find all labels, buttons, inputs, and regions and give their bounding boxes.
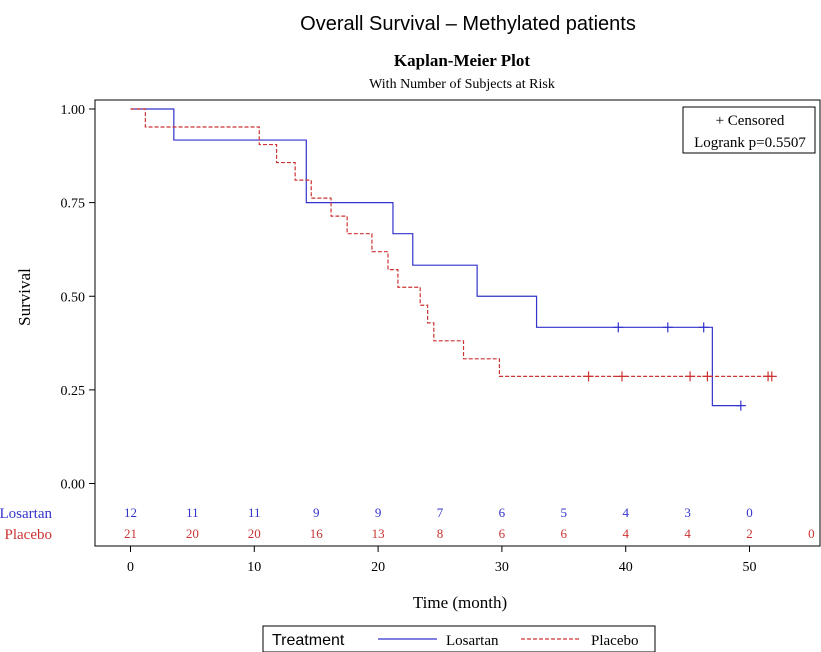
risk-count-losartan: 6 <box>499 505 506 520</box>
risk-row-label-placebo: Placebo <box>5 527 52 543</box>
plot-frame <box>94 99 821 547</box>
risk-count-losartan: 0 <box>746 505 753 520</box>
censor-mark-losartan <box>698 322 709 333</box>
risk-count-placebo: 20 <box>248 526 261 541</box>
chart-title: Kaplan-Meier Plot <box>394 51 530 70</box>
risk-count-placebo: 0 <box>808 526 815 541</box>
x-axis-label: Time (month) <box>413 593 507 612</box>
risk-count-placebo: 21 <box>124 526 137 541</box>
censor-mark-losartan <box>613 322 624 333</box>
risk-count-placebo: 13 <box>372 526 385 541</box>
risk-count-placebo: 6 <box>561 526 568 541</box>
risk-count-placebo: 20 <box>186 526 199 541</box>
risk-row-label-losartan: Losartan <box>0 506 52 522</box>
series-layer <box>130 108 777 411</box>
risk-count-losartan: 9 <box>375 505 382 520</box>
inset-box-frame <box>682 106 816 154</box>
header-title: Overall Survival – Methylated patients <box>300 13 636 35</box>
risk-count-placebo: 4 <box>622 526 629 541</box>
risk-count-placebo: 4 <box>684 526 691 541</box>
risk-count-placebo: 8 <box>437 526 444 541</box>
censor-mark-placebo <box>583 371 594 382</box>
risk-count-losartan: 5 <box>561 505 568 520</box>
risk-count-losartan: 4 <box>622 505 629 520</box>
censor-mark-losartan <box>662 322 673 333</box>
x-axis: 0 10 20 30 40 50 <box>127 546 757 575</box>
risk-count-placebo: 6 <box>499 526 506 541</box>
risk-count-losartan: 11 <box>248 505 261 520</box>
legend-frame <box>262 625 656 652</box>
risk-count-losartan: 12 <box>124 505 137 520</box>
legend: Treatment Losartan Placebo <box>262 625 656 652</box>
risk-count-losartan: 11 <box>186 505 199 520</box>
y-tick-label: 0.25 <box>61 384 86 399</box>
series-line-losartan <box>130 108 741 407</box>
risk-count-losartan: 7 <box>437 505 444 520</box>
chart-subtitle: With Number of Subjects at Risk <box>369 77 555 92</box>
y-tick-label: 0.50 <box>61 290 86 305</box>
censor-mark-placebo <box>766 371 777 382</box>
logrank-note: Logrank p=0.5507 <box>694 135 806 151</box>
censor-mark-placebo <box>702 371 713 382</box>
y-tick-label: 0.75 <box>61 197 86 212</box>
risk-count-losartan: 9 <box>313 505 320 520</box>
series-line-placebo <box>130 108 772 377</box>
y-tick-label: 1.00 <box>61 103 86 118</box>
risk-count-losartan: 3 <box>684 505 691 520</box>
x-tick-label: 0 <box>127 560 134 575</box>
censor-mark-placebo <box>616 371 627 382</box>
x-tick-label: 50 <box>743 560 757 575</box>
y-tick-label: 0.00 <box>61 478 86 493</box>
risk-count-placebo: 2 <box>746 526 753 541</box>
x-tick-label: 40 <box>619 560 633 575</box>
x-tick-label: 10 <box>247 560 261 575</box>
x-tick-label: 20 <box>371 560 385 575</box>
censored-note: + Censored <box>716 113 785 129</box>
censor-mark-losartan <box>735 400 746 411</box>
y-axis: 0.00 0.25 0.50 0.75 1.00 <box>61 103 95 493</box>
inset-box: + Censored Logrank p=0.5507 <box>682 106 816 154</box>
censor-mark-placebo <box>685 371 696 382</box>
risk-count-placebo: 16 <box>310 526 324 541</box>
legend-title: Treatment <box>272 632 345 649</box>
legend-label-placebo: Placebo <box>591 633 638 649</box>
y-axis-label: Survival <box>15 268 34 326</box>
x-tick-label: 30 <box>495 560 509 575</box>
legend-label-losartan: Losartan <box>446 633 499 649</box>
